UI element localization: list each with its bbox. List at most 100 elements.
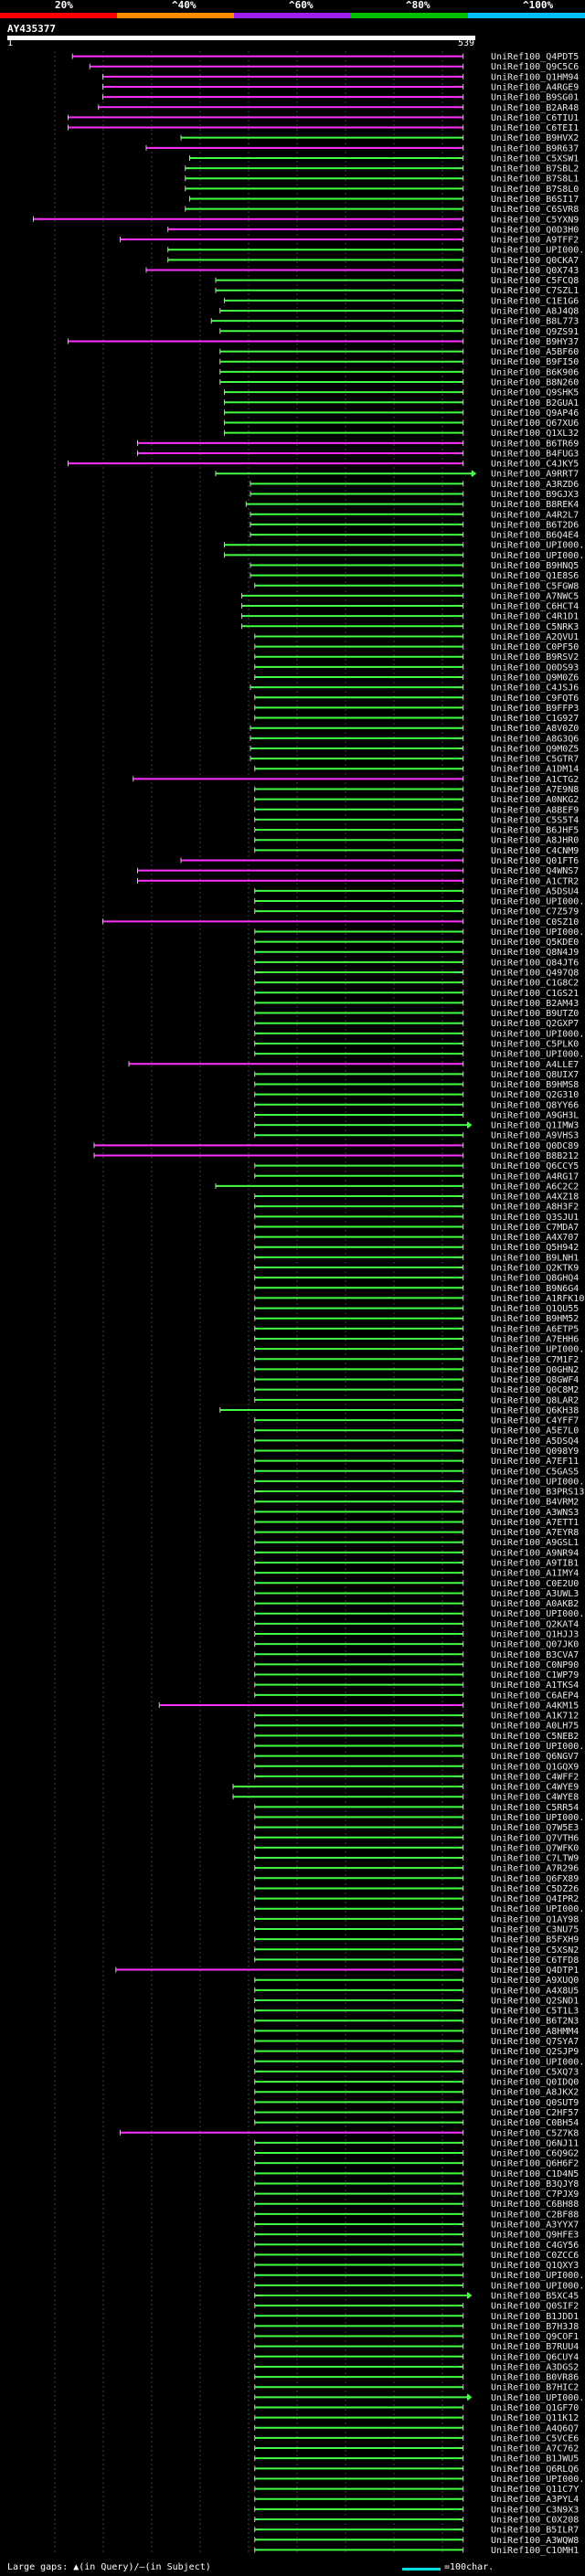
hit-row[interactable]: UniRef100_C1WP79 — [254, 1670, 580, 1680]
hit-row[interactable]: UniRef100_C5RR54 — [254, 1803, 580, 1813]
hit-row[interactable]: UniRef100_B2AR48 — [98, 103, 580, 113]
hit-label[interactable]: UniRef100_C4JSJ6 — [491, 684, 579, 694]
hit-label[interactable]: UniRef100_Q1XL32 — [491, 429, 579, 439]
hit-label[interactable]: UniRef100_A2QVU1 — [491, 632, 579, 642]
hit-row[interactable]: UniRef100_Q6CCY5 — [254, 1161, 580, 1171]
hit-label[interactable]: UniRef100_Q1HJJ3 — [491, 1629, 579, 1639]
hit-row[interactable]: UniRef100_B9SG01 — [101, 93, 579, 103]
hit-label[interactable]: UniRef100_B2GUA1 — [491, 398, 579, 408]
hit-row[interactable]: UniRef100_Q1HM94 — [101, 72, 579, 82]
hit-label[interactable]: UniRef100_C0NP90 — [491, 1660, 579, 1670]
hit-label[interactable]: UniRef100_Q8GWF4 — [491, 1375, 579, 1385]
hit-label[interactable]: UniRef100_Q7WFK0 — [491, 1843, 579, 1853]
hit-row[interactable]: UniRef100_C3N9X3 — [254, 2505, 580, 2515]
hit-row[interactable]: UniRef100_Q0X743 — [145, 266, 579, 276]
hit-label[interactable]: UniRef100_UPI000... — [491, 2393, 585, 2403]
hit-label[interactable]: UniRef100_A1RFK10 — [491, 1294, 584, 1304]
hit-label[interactable]: UniRef100_Q07JK0 — [491, 1640, 579, 1650]
hit-label[interactable]: UniRef100_UPI000... — [491, 2475, 585, 2485]
hit-label[interactable]: UniRef100_Q1AY98 — [491, 1914, 579, 1924]
hit-label[interactable]: UniRef100_UPI000... — [491, 1345, 585, 1355]
hit-label[interactable]: UniRef100_C5GAS5 — [491, 1467, 579, 1477]
hit-row[interactable]: UniRef100_B6T2D6 — [250, 520, 579, 530]
hit-label[interactable]: UniRef100_C5FGW8 — [491, 581, 579, 591]
hit-row[interactable]: UniRef100_UPI000... — [167, 246, 585, 256]
hit-row[interactable]: UniRef100_B9GJX3 — [250, 490, 579, 500]
hit-label[interactable]: UniRef100_A7EYR8 — [491, 1528, 579, 1538]
hit-label[interactable]: UniRef100_B1JDD1 — [491, 2312, 579, 2322]
hit-row[interactable]: UniRef100_C6SVR8 — [185, 205, 580, 215]
hit-label[interactable]: UniRef100_A4R2L7 — [491, 510, 579, 520]
hit-label[interactable]: UniRef100_Q4PDT5 — [491, 52, 579, 62]
hit-row[interactable]: UniRef100_A9VHS3 — [254, 1131, 580, 1141]
hit-row[interactable]: UniRef100_Q8GHQ4 — [254, 1274, 580, 1284]
hit-label[interactable]: UniRef100_C7PJX9 — [491, 2189, 579, 2200]
hit-row[interactable]: UniRef100_B7H3J8 — [254, 2322, 580, 2332]
hit-row[interactable]: UniRef100_Q2KTK9 — [254, 1264, 580, 1274]
hit-row[interactable]: UniRef100_A1TKS4 — [254, 1680, 580, 1691]
hit-row[interactable]: UniRef100_UPI000... — [254, 1904, 585, 1914]
hit-label[interactable]: UniRef100_B9HNQ5 — [491, 561, 579, 571]
hit-label[interactable]: UniRef100_C5NRK3 — [491, 622, 579, 632]
hit-label[interactable]: UniRef100_A9GSL1 — [491, 1538, 579, 1548]
hit-row[interactable]: UniRef100_A5BF60 — [219, 347, 580, 357]
hit-row[interactable]: UniRef100_Q5H942 — [254, 1243, 580, 1253]
hit-label[interactable]: UniRef100_A7C762 — [491, 2444, 579, 2454]
hit-row[interactable]: UniRef100_Q9ZS91 — [219, 327, 580, 337]
hit-row[interactable]: UniRef100_B4VRM2 — [254, 1498, 580, 1508]
hit-row[interactable]: UniRef100_UPI000... — [254, 2057, 585, 2067]
hit-row[interactable]: UniRef100_C1G8C2 — [254, 979, 580, 989]
hit-label[interactable]: UniRef100_C2BF88 — [491, 2210, 579, 2220]
hit-label[interactable]: UniRef100_A4RG17 — [491, 1171, 579, 1182]
hit-row[interactable]: UniRef100_C4JSJ6 — [250, 684, 579, 694]
hit-label[interactable]: UniRef100_Q9COF1 — [491, 2332, 579, 2342]
hit-label[interactable]: UniRef100_C1G927 — [491, 714, 579, 724]
hit-row[interactable]: UniRef100_Q4WNS7 — [136, 866, 579, 876]
hit-label[interactable]: UniRef100_C6HCT4 — [491, 602, 579, 612]
hit-row[interactable]: UniRef100_A4R2L7 — [250, 510, 579, 520]
hit-label[interactable]: UniRef100_C1G8C2 — [491, 979, 579, 989]
hit-row[interactable]: UniRef100_UPI000... — [254, 1345, 585, 1355]
hit-row[interactable]: UniRef100_Q07JK0 — [254, 1640, 580, 1650]
hit-label[interactable]: UniRef100_C6TEI1 — [491, 123, 579, 133]
hit-row[interactable]: UniRef100_A9GSL1 — [254, 1538, 580, 1548]
hit-label[interactable]: UniRef100_A6C2C2 — [491, 1182, 579, 1192]
hit-label[interactable]: UniRef100_Q67XU6 — [491, 419, 579, 429]
hit-label[interactable]: UniRef100_C7LTW9 — [491, 1854, 579, 1864]
hit-row[interactable]: UniRef100_B0VR86 — [254, 2373, 580, 2383]
hit-label[interactable]: UniRef100_C0PF50 — [491, 642, 579, 652]
hit-row[interactable]: UniRef100_A7R296 — [254, 1864, 580, 1874]
hit-row[interactable]: UniRef100_Q0GHN2 — [254, 1365, 580, 1375]
hit-row[interactable]: UniRef100_A9XUQ0 — [254, 1976, 580, 1986]
hit-row[interactable]: UniRef100_C4WYE9 — [232, 1783, 579, 1793]
hit-row[interactable]: UniRef100_C7PJX9 — [254, 2189, 580, 2200]
hit-label[interactable]: UniRef100_Q0GHN2 — [491, 1365, 579, 1375]
hit-label[interactable]: UniRef100_B7S8L1 — [491, 175, 579, 185]
hit-row[interactable]: UniRef100_A7E9N8 — [254, 785, 580, 795]
hit-label[interactable]: UniRef100_A3PYL4 — [491, 2495, 579, 2505]
hit-row[interactable]: UniRef100_UPI000... — [254, 2271, 585, 2281]
hit-row[interactable]: UniRef100_UPI000... — [254, 2393, 585, 2403]
hit-row[interactable]: UniRef100_B9HMS8 — [254, 1080, 580, 1090]
hit-row[interactable]: UniRef100_B9R637 — [145, 143, 579, 154]
hit-label[interactable]: UniRef100_C4WYE8 — [491, 1793, 579, 1803]
hit-row[interactable]: UniRef100_C9FQT6 — [254, 694, 580, 704]
hit-row[interactable]: UniRef100_Q0CKA7 — [167, 256, 580, 266]
hit-row[interactable]: UniRef100_UPI000... — [254, 1050, 585, 1060]
hit-row[interactable]: UniRef100_Q1QXY3 — [254, 2261, 580, 2271]
hit-label[interactable]: UniRef100_Q6NJ11 — [491, 2138, 579, 2148]
hit-label[interactable]: UniRef100_Q0C8M2 — [491, 1385, 579, 1395]
hit-row[interactable]: UniRef100_Q0DC89 — [93, 1141, 579, 1151]
hit-row[interactable]: UniRef100_C0X208 — [254, 2516, 580, 2526]
hit-label[interactable]: UniRef100_Q2G310 — [491, 1090, 579, 1100]
hit-row[interactable]: UniRef100_C7SZL1 — [215, 286, 579, 296]
hit-row[interactable]: UniRef100_B9UTZ0 — [254, 1009, 580, 1019]
hit-row[interactable]: UniRef100_Q67XU6 — [223, 419, 579, 429]
hit-row[interactable]: UniRef100_B9FI50 — [219, 357, 580, 367]
hit-row[interactable]: UniRef100_Q6KH38 — [219, 1405, 580, 1415]
hit-row[interactable]: UniRef100_C5XQ73 — [254, 2067, 580, 2077]
hit-label[interactable]: UniRef100_B6T2D6 — [491, 520, 579, 530]
hit-row[interactable]: UniRef100_B9RSV2 — [254, 652, 580, 663]
hit-label[interactable]: UniRef100_C4WYE9 — [491, 1783, 579, 1793]
hit-row[interactable]: UniRef100_B9HVX2 — [180, 133, 579, 143]
